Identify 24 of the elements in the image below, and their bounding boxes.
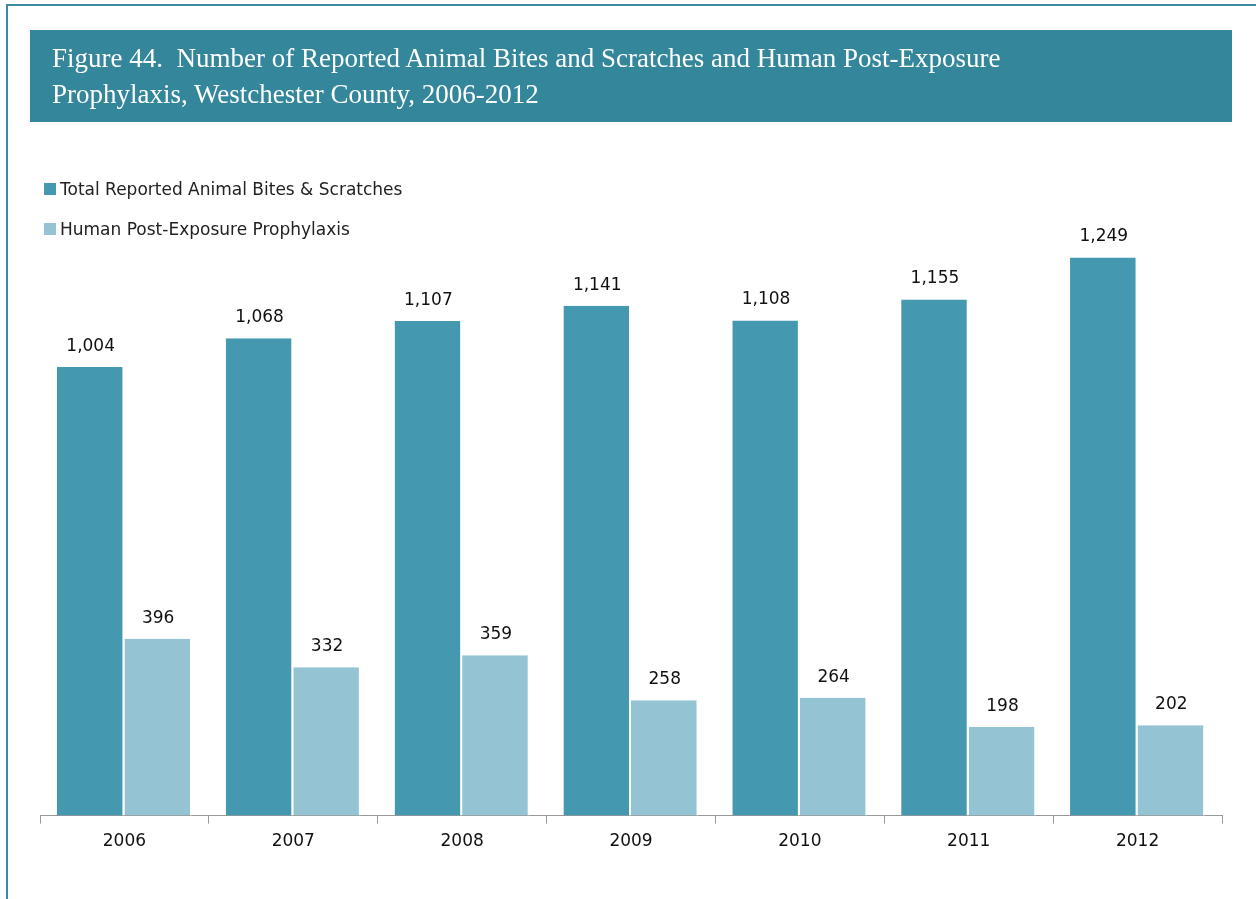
data-label: 1,108	[741, 288, 791, 309]
data-label: 202	[1155, 693, 1188, 714]
data-label: 1,141	[572, 273, 622, 294]
x-tick-label: 2011	[947, 830, 991, 851]
data-label: 1,249	[1079, 225, 1129, 246]
data-label: 396	[141, 606, 175, 627]
legend-label: Human Post-Exposure Prophylaxis	[60, 219, 350, 239]
data-label: 264	[817, 665, 850, 686]
data-label: 359	[479, 623, 513, 644]
data-label: 198	[986, 695, 1019, 716]
x-tick-label: 2009	[609, 830, 653, 851]
x-tick-label: 2008	[440, 830, 484, 851]
data-label: 1,068	[235, 306, 284, 327]
data-label: 1,004	[66, 334, 115, 355]
data-label: 1,107	[404, 288, 453, 309]
data-label: 258	[648, 668, 681, 689]
chart-title: Figure 44. Number of Reported Animal Bites and Scratches and Human Post-Exposure Prophylaxis, Westchester County, 2006-2012	[52, 42, 1002, 111]
x-tick-label: 2007	[271, 830, 315, 851]
x-tick-label: 2012	[1115, 830, 1160, 851]
legend-label: Total Reported Animal Bites & Scratches	[60, 179, 403, 199]
x-tick-label: 2006	[102, 830, 147, 851]
x-tick-label: 2010	[778, 830, 822, 851]
data-label: 1,155	[910, 267, 960, 288]
data-label: 332	[310, 635, 344, 656]
